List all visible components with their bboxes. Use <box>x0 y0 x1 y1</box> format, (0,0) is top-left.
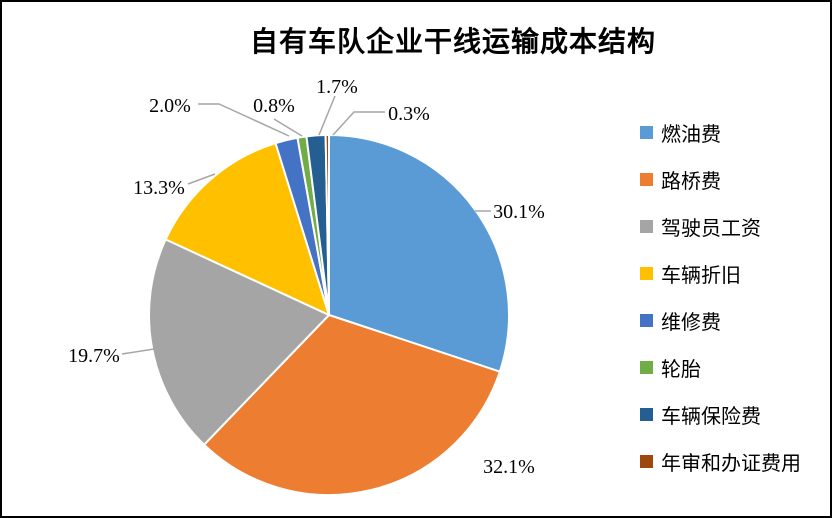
legend-label-insurance: 车辆保险费 <box>661 406 761 428</box>
legend-label-tires: 轮胎 <box>661 359 701 381</box>
legend-label-depreciation: 车辆折旧 <box>661 265 741 287</box>
data-label-maintenance: 2.0% <box>149 95 191 117</box>
data-labels: 30.1% 32.1% 19.7% 13.3% 2.0% 0.8% 1.7% 0… <box>68 76 545 478</box>
pie-slice-0 <box>328 134 510 373</box>
legend-swatch-depreciation <box>640 267 653 280</box>
legend-item-fuel: 燃油费 <box>640 109 801 156</box>
legend-swatch-insurance <box>640 408 653 421</box>
data-label-tolls: 32.1% <box>483 456 535 478</box>
legend-swatch-maintenance <box>640 314 653 327</box>
legend-item-tires: 轮胎 <box>640 344 801 391</box>
legend-swatch-licensing <box>640 455 653 468</box>
legend-swatch-wages <box>640 220 653 233</box>
chart-title: 自有车队企业干线运输成本结构 <box>249 27 657 58</box>
leader-line-wages <box>121 348 155 355</box>
legend-swatch-fuel <box>640 126 653 139</box>
legend-label-wages: 驾驶员工资 <box>661 218 761 240</box>
legend-label-fuel: 燃油费 <box>661 124 721 146</box>
legend-label-tolls: 路桥费 <box>661 171 721 193</box>
pie-slices <box>147 133 510 496</box>
data-label-fuel: 30.1% <box>493 201 545 223</box>
legend-item-wages: 驾驶员工资 <box>640 203 801 250</box>
legend-swatch-tolls <box>640 173 653 186</box>
pie-slice-1 <box>203 314 501 496</box>
data-label-insurance: 1.7% <box>316 76 358 98</box>
leader-line-licensing <box>332 111 385 136</box>
data-label-depreciation: 13.3% <box>133 177 185 199</box>
data-label-licensing: 0.3% <box>388 103 430 125</box>
leader-line-insurance <box>318 95 336 136</box>
pie-slice-2 <box>147 238 330 446</box>
data-label-tires: 0.8% <box>253 95 295 117</box>
leader-line-maintenance <box>198 103 290 137</box>
legend-label-licensing: 年审和办证费用 <box>661 453 801 475</box>
leader-lines <box>121 95 491 355</box>
legend-item-depreciation: 车辆折旧 <box>640 250 801 297</box>
pie-slice-7 <box>324 133 330 316</box>
legend: 燃油费 路桥费 驾驶员工资 车辆折旧 维修费 轮胎 车辆保险费 年审和办证费用 <box>640 109 801 485</box>
legend-label-maintenance: 维修费 <box>661 312 721 334</box>
legend-item-insurance: 车辆保险费 <box>640 391 801 438</box>
legend-item-tolls: 路桥费 <box>640 156 801 203</box>
legend-item-maintenance: 维修费 <box>640 297 801 344</box>
leader-line-tires <box>273 118 303 137</box>
data-label-wages: 19.7% <box>68 345 120 367</box>
legend-swatch-tires <box>640 361 653 374</box>
leader-line-depreciation <box>187 173 216 185</box>
legend-item-licensing: 年审和办证费用 <box>640 438 801 485</box>
